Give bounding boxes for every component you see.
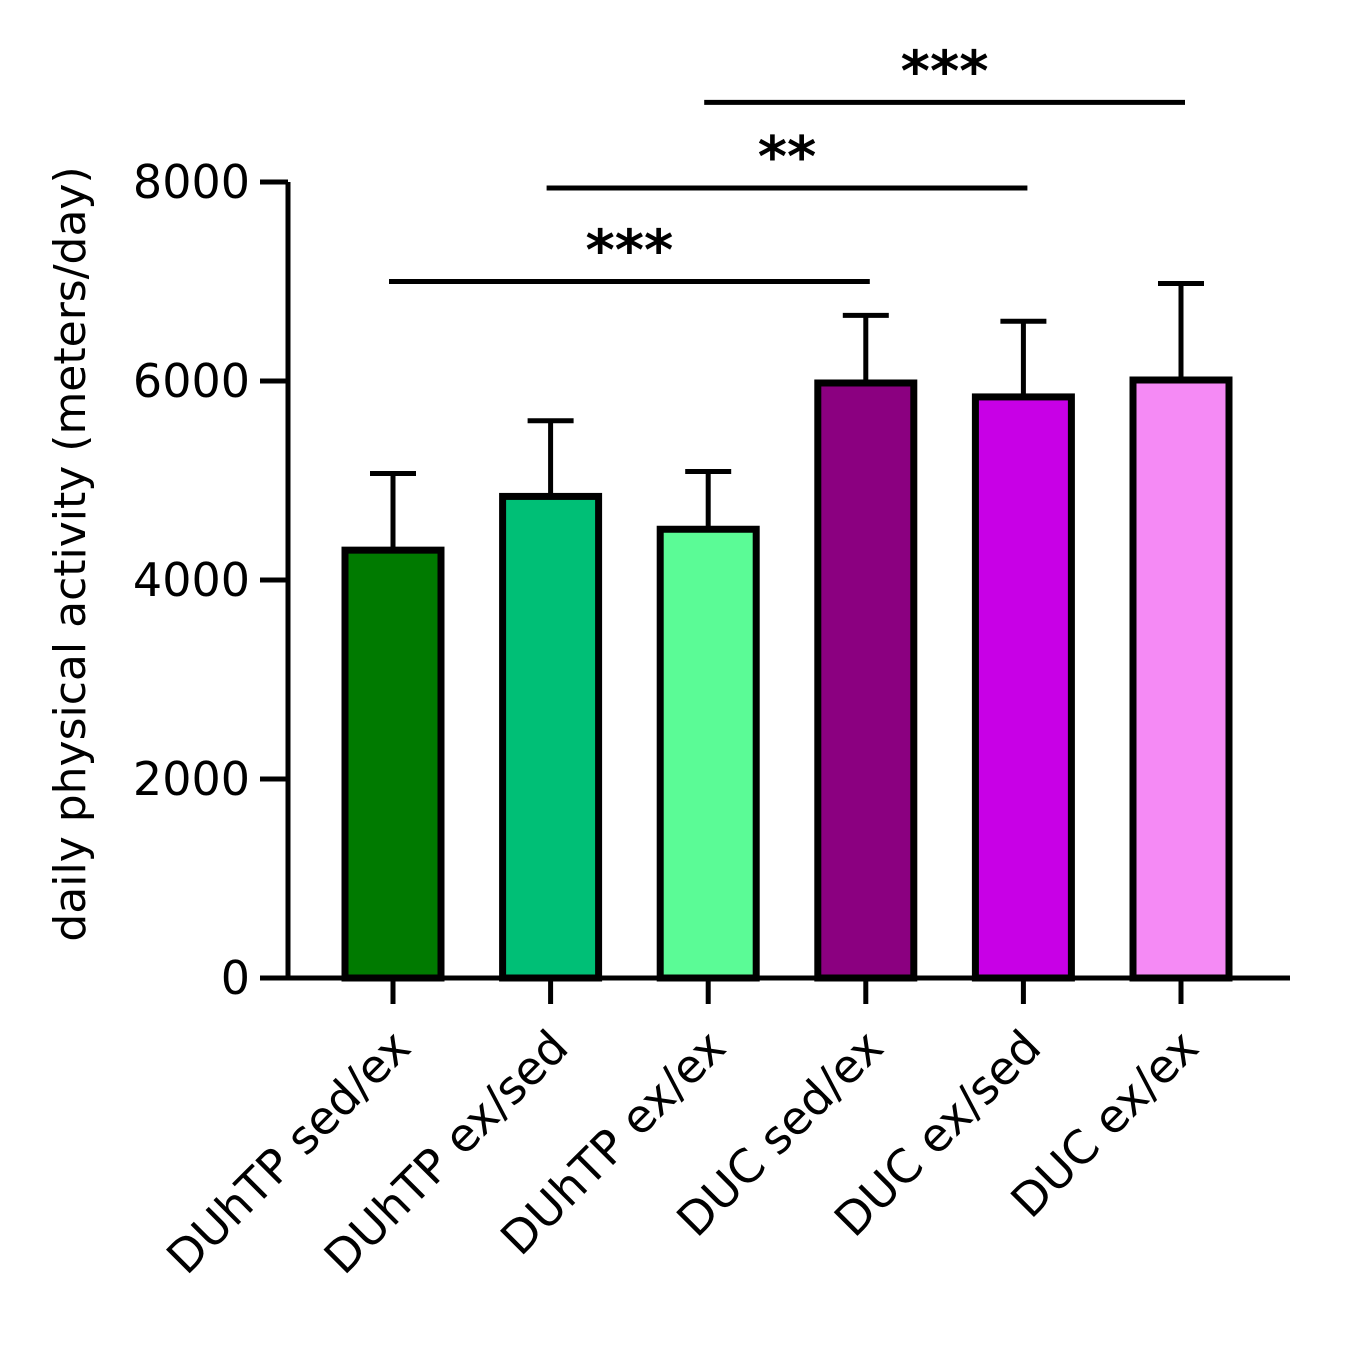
bar bbox=[971, 393, 1075, 982]
bar bbox=[656, 525, 760, 982]
bar bbox=[499, 492, 603, 982]
significance-label: *** bbox=[901, 39, 989, 104]
bar bbox=[341, 546, 445, 982]
significance-brackets: ******** bbox=[389, 39, 1185, 284]
significance-label: *** bbox=[585, 219, 673, 284]
y-axis-label: daily physical activity (meters/day) bbox=[45, 166, 96, 941]
y-tick-label: 4000 bbox=[133, 553, 250, 607]
y-tick-label: 2000 bbox=[133, 752, 250, 806]
y-tick-label: 8000 bbox=[133, 155, 250, 209]
bar bbox=[814, 379, 918, 982]
bars bbox=[341, 280, 1233, 982]
y-tick-label: 6000 bbox=[133, 354, 250, 408]
bar bbox=[1129, 376, 1233, 982]
y-tick-label: 0 bbox=[221, 951, 250, 1005]
significance-label: ** bbox=[758, 125, 817, 190]
